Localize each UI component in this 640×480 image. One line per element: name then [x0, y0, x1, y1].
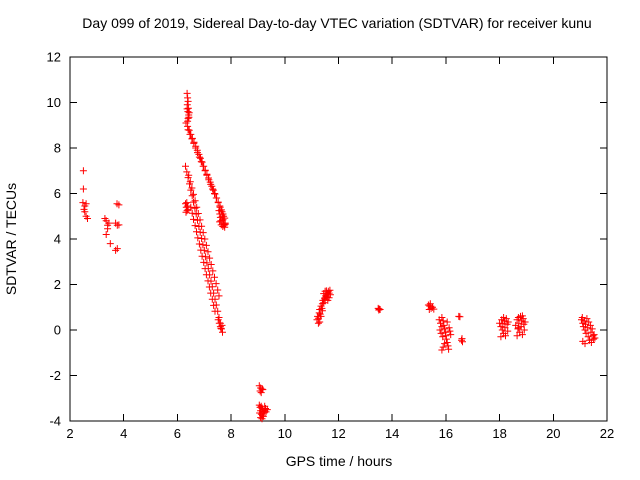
x-tick-label: 18 — [492, 426, 506, 441]
x-tick-label: 10 — [278, 426, 292, 441]
x-tick-label: 16 — [439, 426, 453, 441]
y-tick-label: 10 — [47, 95, 61, 110]
chart-title: Day 099 of 2019, Sidereal Day-to-day VTE… — [82, 15, 591, 31]
y-axis-label: SDTVAR / TECUs — [3, 183, 19, 295]
x-tick-label: 22 — [600, 426, 614, 441]
x-tick-label: 14 — [385, 426, 399, 441]
scatter-points — [79, 89, 599, 423]
y-tick-label: 6 — [54, 186, 61, 201]
y-tick-label: -4 — [49, 414, 61, 429]
y-tick-label: 8 — [54, 141, 61, 156]
y-tick-label: 12 — [47, 50, 61, 65]
y-tick-label: 2 — [54, 277, 61, 292]
x-tick-label: 6 — [174, 426, 181, 441]
y-tick-label: 4 — [54, 232, 61, 247]
plot-border — [69, 56, 608, 422]
x-tick-label: 2 — [66, 426, 73, 441]
x-tick-label: 12 — [331, 426, 345, 441]
y-tick-label: -2 — [49, 368, 61, 383]
x-tick-label: 4 — [120, 426, 127, 441]
y-tick-label: 0 — [54, 323, 61, 338]
x-tick-label: 8 — [227, 426, 234, 441]
x-tick-label: 20 — [546, 426, 560, 441]
x-axis-label: GPS time / hours — [286, 453, 393, 469]
